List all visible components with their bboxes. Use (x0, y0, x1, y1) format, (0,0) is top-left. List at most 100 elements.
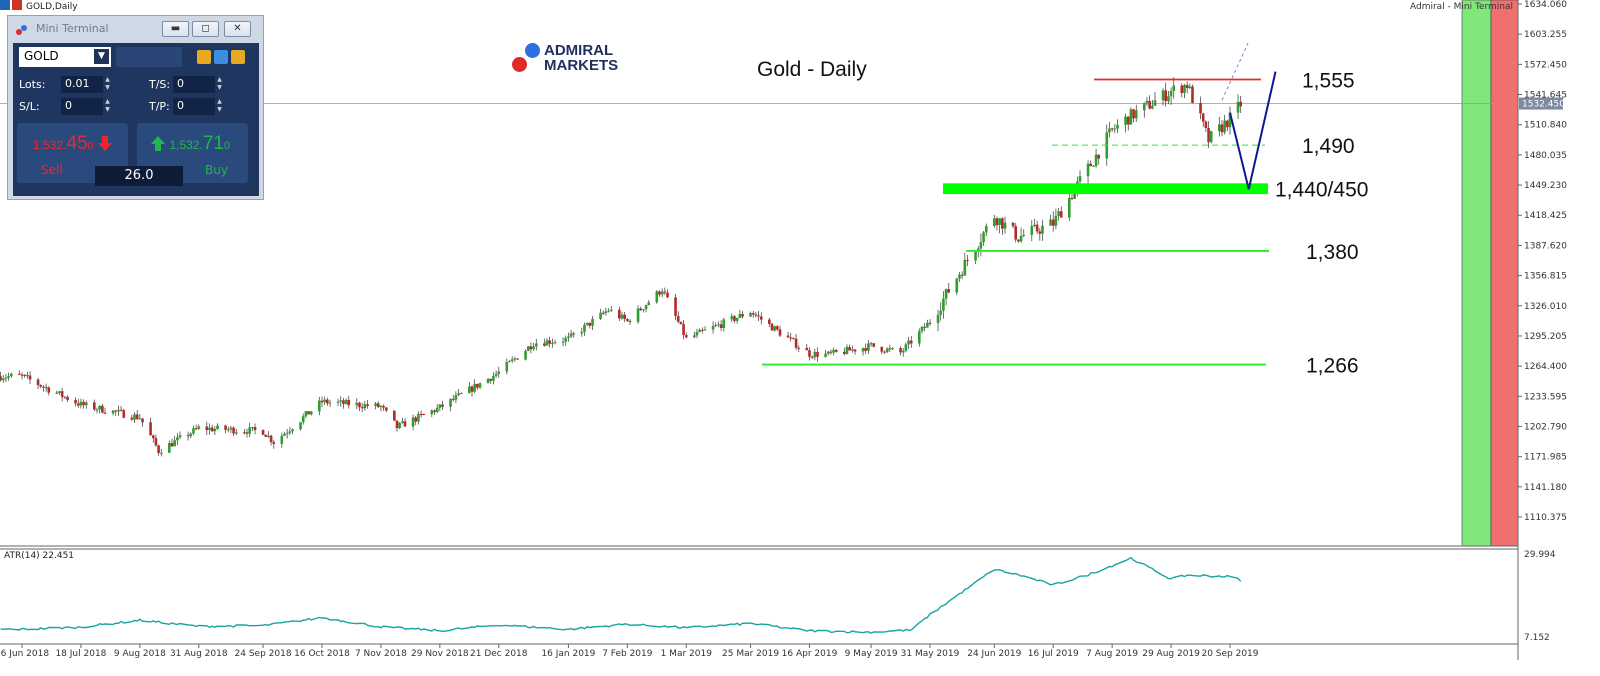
candle-body (567, 336, 570, 338)
sl-stepper[interactable]: ▲ ▼ (105, 98, 110, 113)
minimize-button[interactable]: ▬ (162, 21, 189, 37)
candle-body (1041, 225, 1044, 234)
candle-body (189, 433, 193, 437)
candle-body (291, 429, 294, 432)
candle-body (101, 405, 104, 413)
candle-body (813, 351, 817, 358)
candle-body (754, 314, 758, 316)
settings-gear-icon[interactable] (214, 50, 228, 64)
candle-body (601, 312, 605, 314)
candle-body (194, 428, 198, 430)
candle-body (703, 329, 707, 331)
candle-body (1094, 154, 1098, 166)
candle-body (414, 417, 418, 422)
candle-body (1038, 231, 1042, 234)
candle-body (923, 326, 926, 328)
candle-body (1089, 163, 1093, 167)
y-tick-label: 1510.840 (1524, 121, 1567, 131)
candle-body (1001, 218, 1004, 229)
logo-line2: MARKETS (544, 57, 619, 74)
buy-price: 1,532.710 (151, 133, 230, 155)
x-tick-label: 29 Aug 2019 (1142, 649, 1200, 659)
level-label: 1,380 (1306, 241, 1359, 264)
candle-body (451, 398, 455, 400)
support-zone (943, 183, 1268, 195)
buy-price-end: 0 (223, 140, 231, 152)
x-tick-label: 24 Jun 2019 (967, 649, 1021, 659)
candle-body (328, 402, 332, 404)
ts-stepper[interactable]: ▲ ▼ (217, 76, 222, 91)
candle-body (457, 393, 460, 396)
mini-terminal-window[interactable]: Mini Terminal ▬ ◻ ✕ GOLD ▼ Lots: 0.01 ▲ ▼… (7, 15, 264, 200)
candle-body (944, 289, 948, 299)
x-tick-label: 7 Nov 2018 (355, 649, 407, 659)
candle-body (524, 350, 527, 360)
candle-body (135, 414, 139, 419)
candle-body (909, 340, 913, 344)
candle-body (644, 305, 648, 310)
candle-body (417, 413, 420, 422)
maximize-button[interactable]: ◻ (192, 21, 219, 37)
candle-body (995, 218, 999, 225)
sell-price: 1,532.450 (33, 133, 113, 155)
candle-body (23, 374, 26, 376)
candle-body (963, 259, 967, 276)
lots-input[interactable]: 0.01 (61, 76, 103, 93)
candle-body (516, 358, 519, 360)
candle-body (816, 351, 819, 357)
candle-body (792, 337, 795, 339)
candle-body (459, 393, 463, 395)
candle-body (1, 378, 5, 381)
mini-terminal-titlebar[interactable]: Mini Terminal ▬ ◻ ✕ (8, 16, 263, 41)
lots-stepper[interactable]: ▲ ▼ (105, 76, 110, 91)
candle-body (1124, 116, 1127, 125)
symbol-select[interactable]: GOLD ▼ (19, 47, 111, 67)
tp-input[interactable]: 0 (173, 98, 215, 115)
candle-body (1183, 84, 1186, 94)
y-tick-label: 1572.450 (1524, 60, 1567, 70)
candle-body (711, 326, 715, 330)
candle-body (551, 342, 554, 344)
candle-body (1129, 109, 1133, 125)
candle-body (326, 399, 329, 404)
candle-body (1164, 90, 1168, 102)
candle-body (438, 404, 442, 408)
sell-price-big: 45 (66, 133, 88, 154)
candle-body (1148, 100, 1151, 109)
copy-icon[interactable] (197, 50, 211, 64)
candle-body (585, 322, 589, 325)
atr-pane (0, 556, 1242, 634)
candle-body (904, 344, 908, 351)
candle-body (1172, 85, 1176, 92)
tp-stepper[interactable]: ▲ ▼ (217, 98, 222, 113)
candle-body (1078, 176, 1082, 182)
close-button[interactable]: ✕ (224, 21, 251, 37)
candle-body (176, 437, 179, 441)
candle-body (157, 445, 160, 453)
candle-body (984, 226, 988, 233)
x-tick-label: 1 Mar 2019 (661, 649, 713, 659)
candle-body (1145, 100, 1149, 103)
candle-body (936, 314, 940, 324)
candle-body (773, 326, 776, 331)
atr-label: ATR(14) 22.451 (4, 551, 75, 561)
candle-body (111, 410, 115, 414)
volume-input[interactable]: 26.0 (95, 166, 183, 186)
sl-input[interactable]: 0 (61, 98, 103, 115)
candle-body (979, 242, 983, 249)
candle-body (529, 346, 533, 350)
candle-body (639, 308, 643, 311)
candle-body (572, 333, 576, 335)
candle-body (1161, 90, 1165, 101)
chevron-down-icon[interactable]: ▼ (94, 49, 109, 64)
candle-body (226, 429, 230, 431)
candle-body (794, 338, 798, 348)
expand-icon[interactable] (231, 50, 245, 64)
price-pane (0, 0, 1519, 547)
candle-body (197, 426, 201, 429)
candle-body (374, 403, 377, 407)
logo-line1: ADMIRAL (544, 42, 614, 59)
ts-input[interactable]: 0 (173, 76, 215, 93)
candle-body (301, 416, 305, 423)
side-bar-green (1461, 0, 1492, 547)
